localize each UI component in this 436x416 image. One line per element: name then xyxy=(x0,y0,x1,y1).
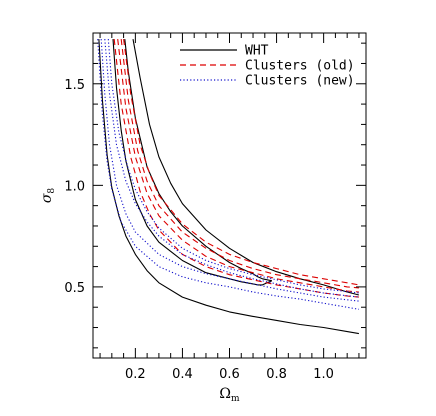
series-clusters-new-contour-1 xyxy=(97,39,359,310)
series-clusters-old-contour-4 xyxy=(123,39,359,286)
legend-label-clusters-new: Clusters (new) xyxy=(245,74,355,89)
y-axis-title: σ8 xyxy=(39,188,57,204)
legend-label-wht: WHT xyxy=(245,44,269,59)
y-tick-label: 0.5 xyxy=(64,281,85,296)
x-tick-label: 0.8 xyxy=(266,367,287,382)
y-axis-title-main: σ xyxy=(39,193,55,203)
series-clusters-new-contour-3 xyxy=(104,39,359,298)
legend-label-clusters-old: Clusters (old) xyxy=(245,59,355,74)
series-clusters-old-contour-2 xyxy=(117,39,359,293)
series-clusters-old xyxy=(113,39,359,298)
y-axis-title-subscript: 8 xyxy=(47,188,57,194)
axis-ticks: 0.2 0.4 0.6 0.8 1.0 0.5 1.0 1.5 xyxy=(64,33,366,382)
series-layer xyxy=(97,39,360,335)
x-tick-label: 0.4 xyxy=(172,367,193,382)
y-tick-label: 1.5 xyxy=(64,78,85,93)
x-axis-title-main: Ω xyxy=(219,386,231,402)
legend: WHT Clusters (old) Clusters (new) xyxy=(180,44,355,89)
series-clusters-new-contour-2 xyxy=(100,39,359,302)
x-tick-label: 0.2 xyxy=(125,367,146,382)
x-tick-label: 0.6 xyxy=(219,367,240,382)
series-wht-contour-2 xyxy=(112,39,273,286)
x-axis-title: Ωm xyxy=(219,386,240,404)
series-clusters-new xyxy=(97,39,359,310)
x-tick-label: 1.0 xyxy=(313,367,334,382)
series-wht-contour-4 xyxy=(132,39,360,296)
series-clusters-old-contour-3 xyxy=(120,39,359,289)
y-tick-label: 1.0 xyxy=(64,179,85,194)
x-axis-title-subscript: m xyxy=(231,394,240,404)
series-clusters-old-contour-1 xyxy=(113,39,359,298)
series-wht-contour-3 xyxy=(124,39,273,282)
